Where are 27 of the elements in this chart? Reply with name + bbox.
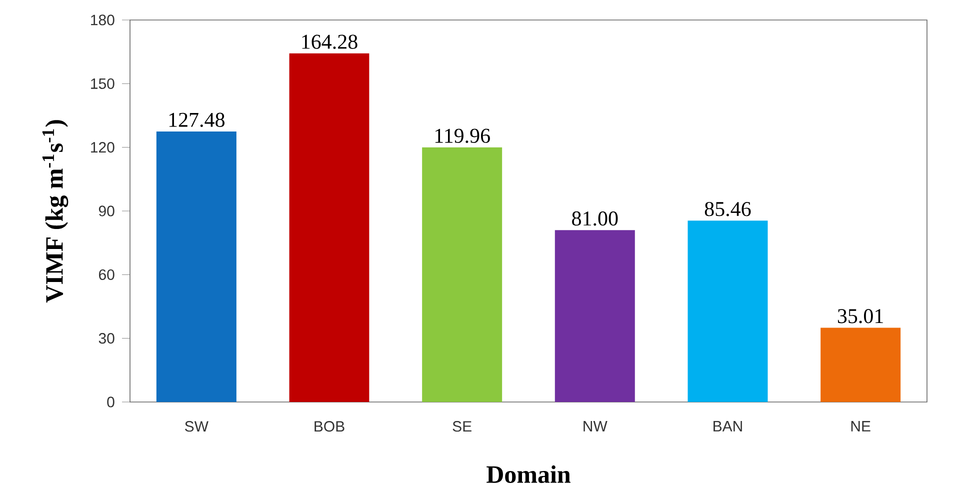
data-label: 35.01 <box>838 309 883 324</box>
data-label: 119.96 <box>435 128 490 143</box>
y-axis-title: VIMF (kg m$^{-1}$s$^{-1}$) <box>42 120 68 303</box>
data-label: 81.00 <box>572 211 618 226</box>
bar <box>820 328 901 402</box>
x-tick-label: BAN <box>714 421 742 432</box>
x-tick-label: BOB <box>314 421 344 432</box>
y-tick-label: 150 <box>91 78 114 89</box>
x-axis-title: Domain <box>486 465 570 483</box>
x-tick-label: SE <box>452 421 472 432</box>
x-tick-label: NE <box>851 421 870 432</box>
bar <box>554 230 635 402</box>
y-tick-label: 30 <box>98 333 114 344</box>
bar <box>688 220 768 402</box>
y-tick-label: 60 <box>99 269 114 280</box>
y-tick-label: 180 <box>91 14 114 26</box>
bar <box>156 131 236 402</box>
bar <box>422 147 502 402</box>
data-label: 85.46 <box>704 202 751 216</box>
x-tick-label: SW <box>185 421 208 432</box>
data-label: 127.48 <box>169 112 224 128</box>
data-label: 164.28 <box>302 34 358 49</box>
y-tick-label: 120 <box>91 142 114 153</box>
y-tick-label: 90 <box>98 206 114 216</box>
bar <box>289 53 370 402</box>
y-tick-label: 0 <box>107 396 114 408</box>
x-tick-label: NW <box>584 421 608 432</box>
